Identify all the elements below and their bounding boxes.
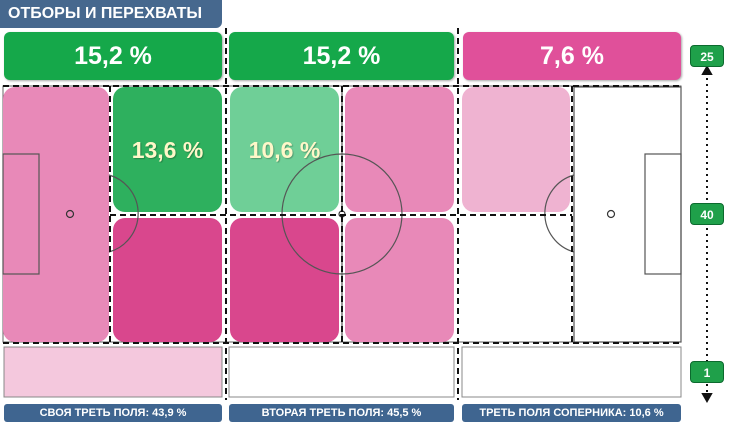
top-zone-bar-middle-third: 15,2 % — [229, 32, 454, 80]
side-count-bottom: 1 — [690, 361, 724, 383]
zone-middle-left-upper — [230, 87, 339, 212]
right-penalty-arc — [544, 174, 575, 253]
zone-label-middle-upper: 10,6 % — [248, 136, 321, 163]
right-penalty-spot — [606, 209, 616, 219]
zone-middle-right-upper — [345, 87, 454, 212]
page-title: ОТБОРЫ И ПЕРЕХВАТЫ — [0, 0, 222, 28]
bottom-zone-own — [3, 346, 223, 398]
left-goal-area — [2, 153, 40, 275]
top-zone-value: 15,2 % — [302, 41, 381, 70]
top-zone-value: 15,2 % — [74, 41, 152, 70]
footer-own-third: СВОЯ ТРЕТЬ ПОЛЯ: 43,9 % — [4, 404, 222, 422]
side-count-middle: 40 — [690, 203, 724, 225]
side-count-top: 25 — [690, 45, 724, 67]
zone-middle-left-lower — [230, 218, 339, 342]
bottom-zone-opponent — [461, 346, 682, 398]
footer-middle-third: ВТОРАЯ ТРЕТЬ ПОЛЯ: 45,5 % — [229, 404, 454, 422]
zone-label-own-upper: 13,6 % — [131, 136, 204, 163]
top-zone-bar-own-third: 15,2 % — [4, 32, 222, 80]
zone-opponent-upper — [462, 87, 570, 212]
zone-own-box — [3, 87, 109, 342]
right-goal-area — [644, 153, 682, 275]
zone-middle-right-lower — [345, 218, 454, 342]
left-penalty-spot — [65, 209, 75, 219]
zone-own-lower — [113, 218, 222, 342]
footer-opponent-third: ТРЕТЬ ПОЛЯ СОПЕРНИКА: 10,6 % — [462, 404, 681, 422]
left-penalty-arc — [108, 174, 139, 253]
zone-own-upper — [113, 87, 222, 212]
top-zone-value: 7,6 % — [540, 41, 604, 70]
side-arrow — [701, 64, 713, 404]
top-zone-bar-opponent-third: 7,6 % — [463, 32, 681, 80]
bottom-zone-middle — [228, 346, 455, 398]
zone-dividers — [3, 28, 681, 400]
